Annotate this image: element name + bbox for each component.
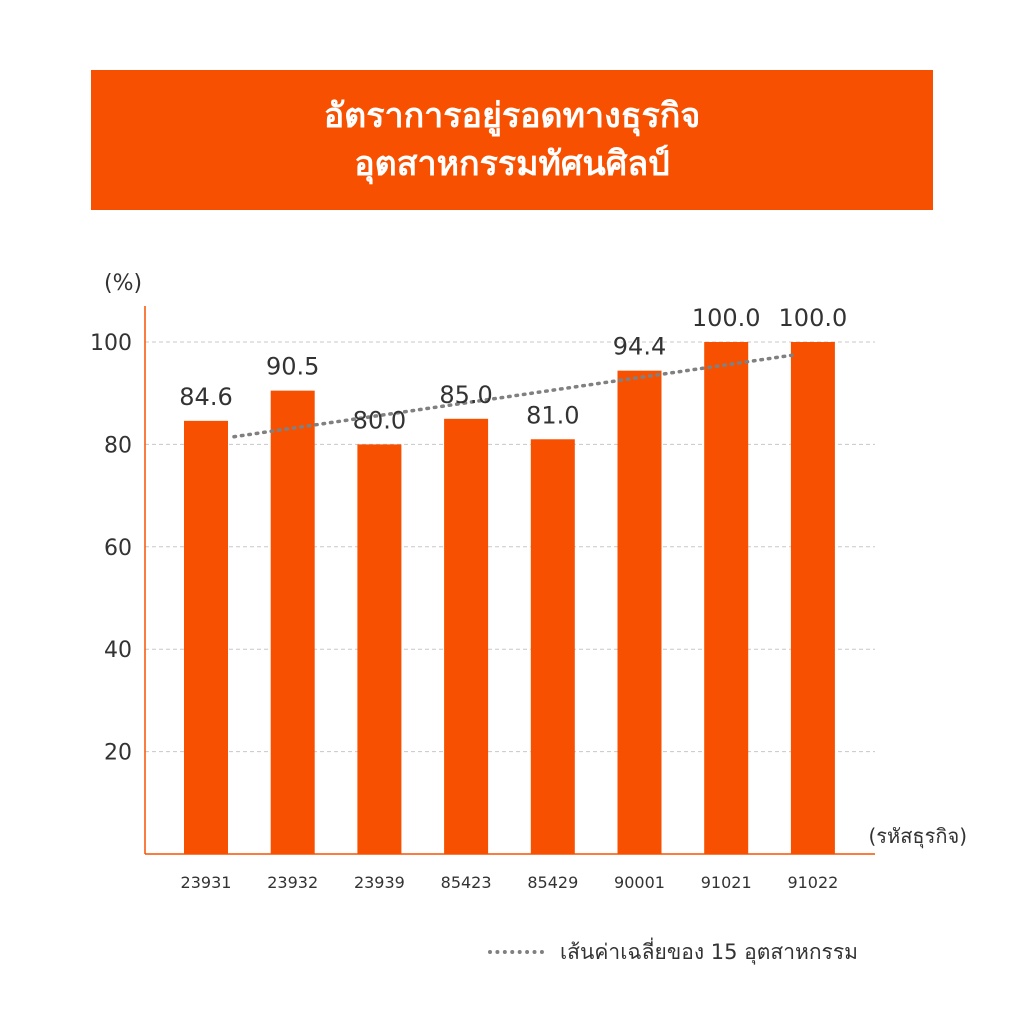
x-axis-label: (รหัสธุรกิจ) (868, 824, 967, 849)
y-axis-label: (%) (104, 271, 142, 296)
x-tick-label-91021: 91021 (701, 873, 752, 892)
data-label-91021: 100.0 (692, 304, 761, 332)
x-tick-label-91022: 91022 (787, 873, 838, 892)
x-tick-label-90001: 90001 (614, 873, 665, 892)
x-tick-label-23939: 23939 (354, 873, 405, 892)
bar-90001 (617, 370, 662, 854)
legend-dotted-line-swatch (488, 950, 544, 954)
x-tick-label-85423: 85423 (441, 873, 492, 892)
chart-title-line-1: อัตราการอยู่รอดทางธุรกิจ (323, 96, 701, 136)
x-tick-labels: 23931 23932 23939 85423 85429 90001 91021 91022 (181, 873, 839, 892)
bar-91021 (704, 342, 749, 854)
bar-85429 (530, 439, 575, 854)
data-label-23932: 90.5 (266, 353, 319, 381)
data-label-23939: 80.0 (353, 406, 406, 434)
bar-91022 (790, 342, 835, 854)
y-tick-label-80: 80 (104, 433, 132, 458)
x-tick-label-23931: 23931 (181, 873, 232, 892)
legend: เส้นค่าเฉลี่ยของ 15 อุตสาหกรรม (488, 936, 858, 968)
data-label-85423: 85.0 (439, 381, 492, 409)
data-label-91022: 100.0 (779, 304, 848, 332)
data-labels: 84.6 90.5 80.0 85.0 81.0 94.4 100.0 100.0 (179, 304, 847, 434)
average-line (232, 353, 797, 439)
bar-23939 (357, 444, 402, 854)
x-tick-label-85429: 85429 (527, 873, 578, 892)
average-line-layer (232, 353, 797, 439)
y-tick-label-100: 100 (90, 331, 132, 356)
data-label-85429: 81.0 (526, 401, 579, 429)
bars (184, 342, 835, 854)
y-tick-label-20: 20 (104, 741, 132, 766)
data-label-90001: 94.4 (613, 333, 666, 361)
x-tick-label-23932: 23932 (267, 873, 318, 892)
y-tick-label-40: 40 (104, 638, 132, 663)
chart-title-line-2: อุตสาหกรรมทัศนศิลป์ (354, 144, 670, 184)
bar-23931 (184, 420, 228, 854)
title-banner: อัตราการอยู่รอดทางธุรกิจ อุตสาหกรรมทัศนศ… (91, 70, 933, 210)
bar-85423 (444, 418, 489, 854)
data-label-23931: 84.6 (179, 383, 232, 411)
grid-lines (145, 341, 875, 753)
y-tick-label-60: 60 (104, 536, 132, 561)
y-tick-labels: 20 40 60 80 100 (90, 331, 132, 766)
bar-23932 (270, 390, 315, 854)
legend-label: เส้นค่าเฉลี่ยของ 15 อุตสาหกรรม (560, 939, 858, 964)
